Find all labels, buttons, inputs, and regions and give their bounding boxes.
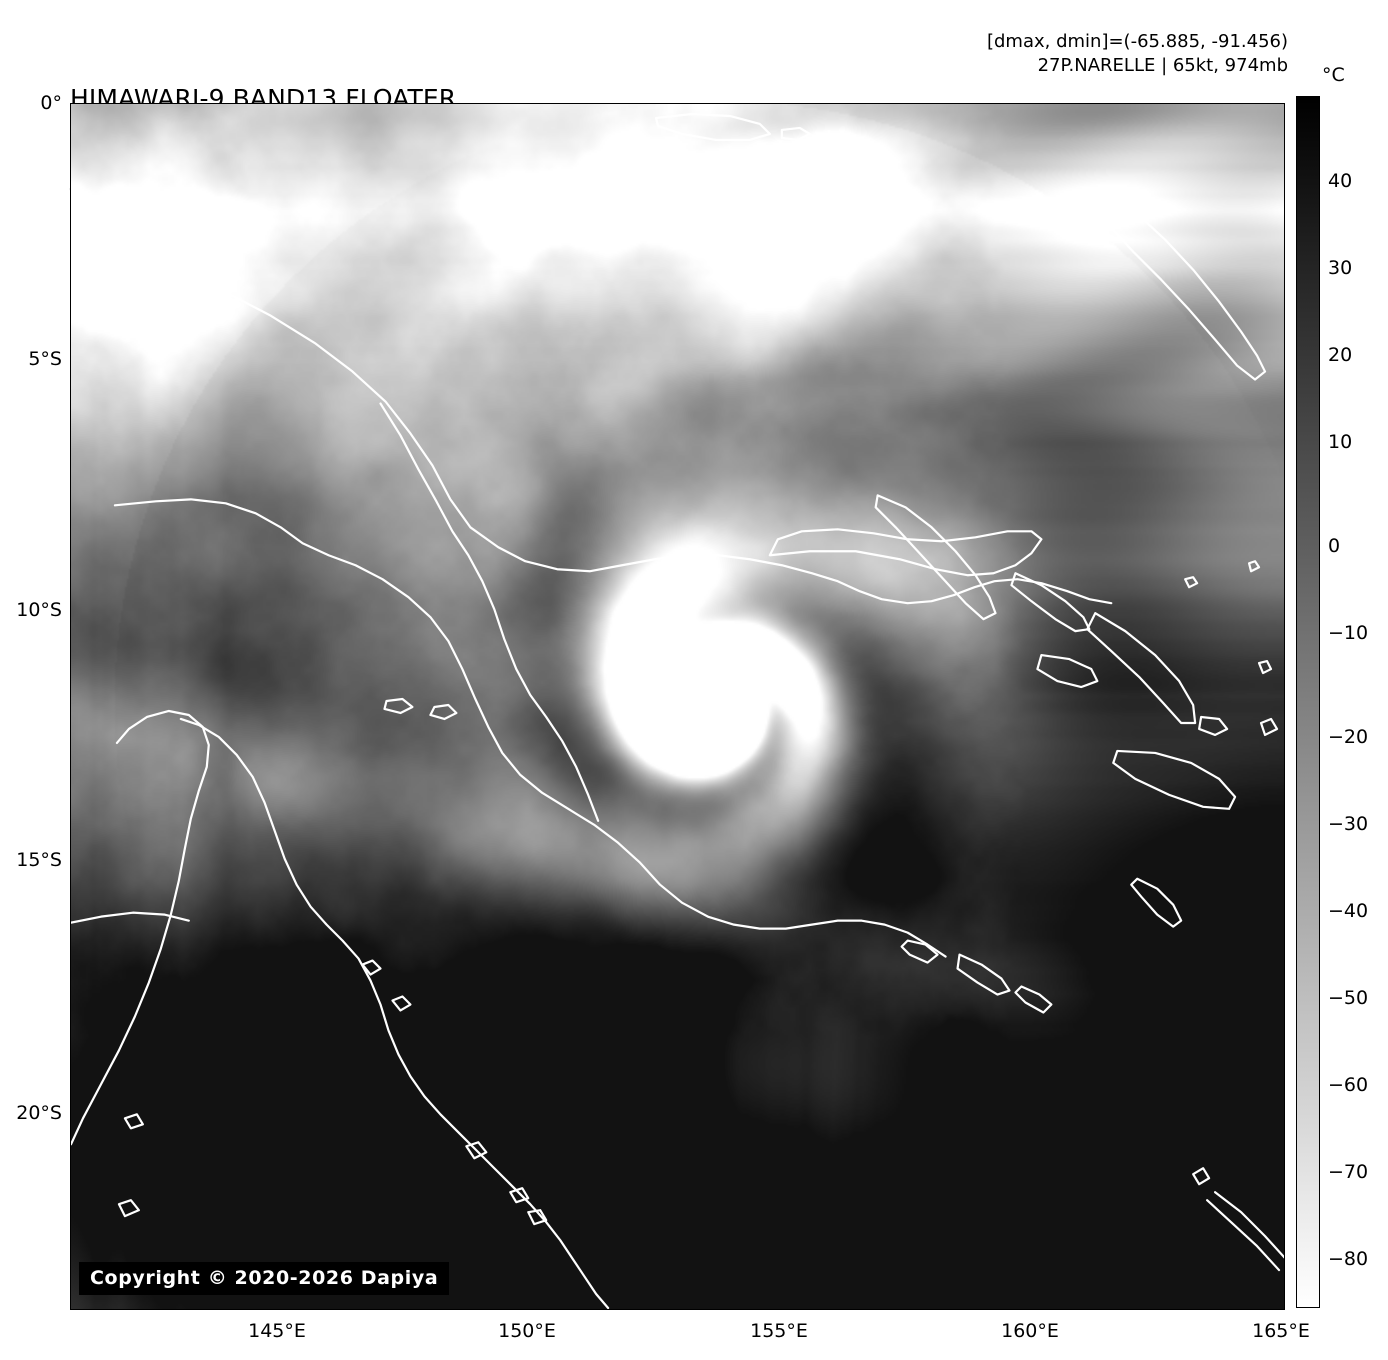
ytick-label-4: 20°S <box>16 1102 62 1124</box>
ytick-label-2: 10°S <box>16 599 62 621</box>
xtick-label-1: 150°E <box>498 1320 556 1342</box>
colorbar-tick-8: −40 <box>1328 900 1369 922</box>
ytick-label-1: 5°S <box>28 348 62 370</box>
xtick-label-3: 160°E <box>1001 1320 1059 1342</box>
colorbar-tick-1: 30 <box>1328 257 1353 279</box>
copyright-watermark: Copyright © 2020-2026 Dapiya <box>79 1262 450 1295</box>
colorbar-tick-4: 0 <box>1328 535 1341 557</box>
satellite-image-plot[interactable]: Copyright © 2020-2026 Dapiya <box>70 103 1285 1310</box>
colorbar-tick-11: −70 <box>1328 1161 1369 1183</box>
colorbar-tick-0: 40 <box>1328 170 1353 192</box>
xtick-label-2: 155°E <box>750 1320 808 1342</box>
colorbar-tick-12: −80 <box>1328 1248 1369 1270</box>
ytick-label-0: 0° <box>40 92 62 114</box>
ytick-label-3: 15°S <box>16 849 62 871</box>
colorbar-tick-3: 10 <box>1328 431 1353 453</box>
storm-info-text: 27P.NARELLE | 65kt, 974mb <box>1037 55 1288 76</box>
colorbar-tick-10: −60 <box>1328 1074 1369 1096</box>
colorbar-unit-label: °C <box>1322 64 1345 86</box>
colorbar-tick-5: −10 <box>1328 622 1369 644</box>
xtick-label-4: 165°E <box>1252 1320 1310 1342</box>
xtick-label-0: 145°E <box>248 1320 306 1342</box>
dmax-dmin-text: [dmax, dmin]=(-65.885, -91.456) <box>986 31 1288 52</box>
title-product-line: HIMAWARI-9 BAND13 FLOATER <box>70 84 457 113</box>
colorbar-tick-6: −20 <box>1328 726 1369 748</box>
colorbar-tick-9: −50 <box>1328 987 1369 1009</box>
colorbar-tick-2: 20 <box>1328 344 1353 366</box>
infrared-satellite-imagery <box>71 104 1284 1309</box>
colorbar-tick-7: −30 <box>1328 813 1369 835</box>
header-metadata: [dmax, dmin]=(-65.885, -91.456) 27P.NARE… <box>987 30 1288 78</box>
temperature-colorbar[interactable] <box>1296 96 1320 1308</box>
